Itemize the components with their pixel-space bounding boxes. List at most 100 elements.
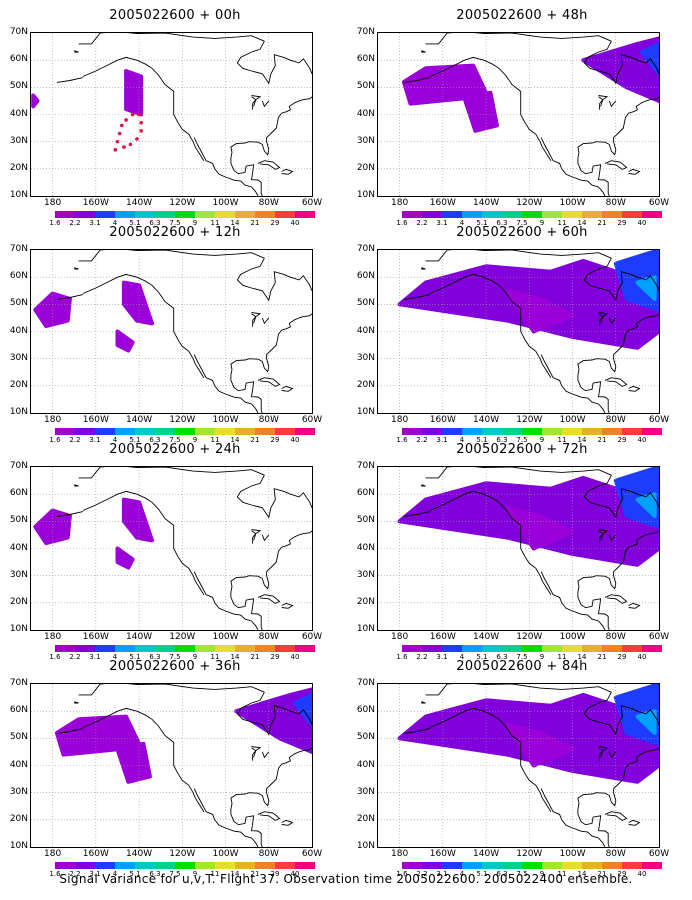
signal-variance-region — [121, 280, 154, 326]
coastline — [583, 40, 659, 85]
coastline — [425, 467, 612, 479]
map-panel: 2005022600 + 36h 70N 60N 50N 40N 30N 20N 10N 180… — [0, 659, 340, 878]
colorbar-label: 29 — [270, 436, 280, 444]
colorbar-label: 14 — [230, 653, 240, 661]
colorbar-swatch — [462, 862, 482, 869]
latitude-label: 10N — [9, 190, 28, 200]
longitude-label: 120W — [169, 198, 196, 208]
coastline — [230, 747, 312, 807]
colorbar-label: 5.1 — [476, 436, 488, 444]
colorbar-label: 14 — [230, 219, 240, 227]
longitude-label: 140W — [473, 849, 500, 859]
map-frame — [377, 32, 660, 197]
longitude-label: 140W — [126, 632, 153, 642]
flight-track-point — [128, 142, 133, 147]
colorbar-swatch — [462, 428, 482, 435]
colorbar-swatch — [602, 428, 622, 435]
colorbar-label: 11 — [557, 436, 567, 444]
longitude-label: 120W — [169, 849, 196, 859]
coastline — [82, 273, 205, 378]
map-panel: 2005022600 + 12h 70N 60N 50N 40N 30N 20N 10N 180… — [0, 225, 340, 444]
latitude-label: 50N — [356, 81, 375, 92]
coastline — [74, 267, 79, 270]
colorbar-swatch — [602, 645, 622, 652]
colorbar-label: 6.3 — [496, 436, 508, 444]
colorbar-label: 40 — [637, 653, 647, 661]
colorbar-label: 1.6 — [49, 870, 61, 878]
coastline — [628, 819, 641, 826]
coastline — [56, 77, 83, 83]
colorbar-swatch — [195, 862, 215, 869]
colorbar-label: 40 — [290, 436, 300, 444]
coastline — [56, 294, 83, 300]
coastline — [577, 369, 610, 413]
colorbar-swatch — [215, 645, 235, 652]
latitude-label: 60N — [9, 488, 28, 499]
map-frame — [377, 466, 660, 631]
colorbar-label: 5.1 — [476, 870, 488, 878]
coastline — [230, 803, 263, 847]
colorbar-label: 40 — [290, 870, 300, 878]
colorbar-swatch — [562, 862, 582, 869]
colorbar-label: 14 — [577, 870, 587, 878]
colorbar-swatch — [502, 862, 522, 869]
colorbar-label: 1.6 — [396, 870, 408, 878]
map-panel: 2005022600 + 00h 70N 60N 50N 40N 30N 20N 10N 180… — [0, 8, 340, 227]
coastline — [281, 168, 294, 175]
longitude-label: 140W — [473, 198, 500, 208]
colorbar-label: 4 — [112, 653, 118, 661]
colorbar-swatch — [255, 428, 275, 435]
latitude-label: 60N — [9, 705, 28, 716]
colorbar-label: 40 — [637, 219, 647, 227]
colorbar-swatch — [622, 211, 642, 218]
longitude-label: 160W — [82, 198, 109, 208]
colorbar-label: 11 — [210, 653, 220, 661]
colorbar-label: 11 — [557, 870, 567, 878]
coastline — [608, 100, 617, 108]
colorbar-swatch — [295, 428, 315, 435]
coastline — [577, 152, 610, 196]
colorbar-swatch — [235, 211, 255, 218]
latitude-label: 40N — [356, 108, 375, 119]
colorbar-swatch — [215, 428, 235, 435]
longitude-label: 180 — [391, 849, 409, 859]
latitude-label: 10N — [356, 624, 375, 634]
colorbar-swatch — [155, 862, 175, 869]
latitude-label: 50N — [9, 732, 28, 743]
coastline — [82, 56, 205, 161]
coastline — [403, 511, 430, 517]
longitude-label: 80W — [605, 415, 626, 425]
coastline — [261, 534, 270, 542]
colorbar-swatch — [55, 862, 75, 869]
longitude-label: 80W — [258, 198, 279, 208]
coastline — [598, 312, 609, 318]
colorbar-label: 21 — [597, 653, 607, 661]
coastline — [251, 312, 262, 318]
latitude-label: 50N — [356, 732, 375, 743]
coastline — [599, 750, 604, 761]
colorbar-label: 7.5 — [516, 653, 528, 661]
colorbar-swatch — [95, 862, 115, 869]
latitude-label: 60N — [356, 488, 375, 499]
latitude-label: 30N — [9, 135, 28, 146]
latitude-label: 30N — [9, 352, 28, 363]
latitude-label: 70N — [356, 461, 375, 471]
colorbar-label: 7.5 — [516, 870, 528, 878]
longitude-label: 160W — [429, 198, 456, 208]
colorbar-swatch — [402, 428, 422, 435]
colorbar-swatch — [75, 862, 95, 869]
colorbar-label: 5.1 — [129, 653, 141, 661]
signal-variance-region — [121, 497, 154, 543]
colorbar-swatch — [582, 211, 602, 218]
latitude-label: 50N — [9, 298, 28, 309]
latitude-label: 20N — [9, 596, 28, 607]
signal-variance-region — [462, 90, 499, 133]
longitude-label: 160W — [429, 632, 456, 642]
longitude-label: 180 — [391, 632, 409, 642]
colorbar-swatch — [562, 428, 582, 435]
panel-title: 2005022600 + 48h — [456, 8, 588, 23]
colorbar-label: 14 — [230, 870, 240, 878]
longitude-label: 160W — [82, 415, 109, 425]
longitude-label: 60W — [648, 198, 670, 208]
colorbar-swatch — [562, 645, 582, 652]
